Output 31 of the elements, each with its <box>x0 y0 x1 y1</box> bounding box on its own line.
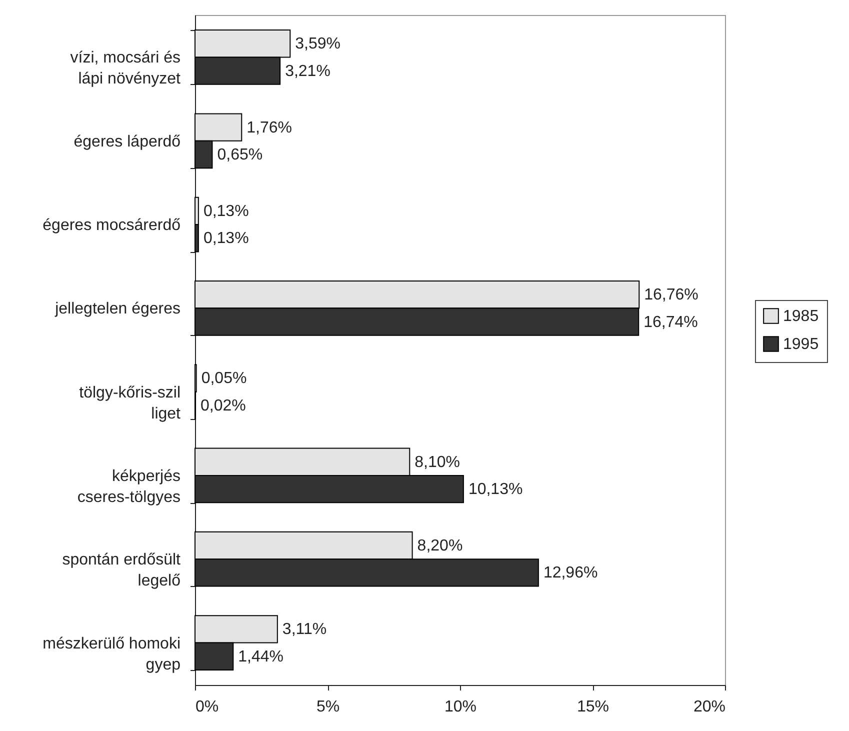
x-tick-label: 5% <box>316 698 340 716</box>
x-tick-label: 10% <box>444 698 477 716</box>
data-label: 16,76% <box>644 286 698 304</box>
data-label: 12,96% <box>543 564 598 582</box>
data-label: 0,65% <box>217 146 263 164</box>
data-label: 8,20% <box>417 538 463 555</box>
data-label: 10,13% <box>468 481 523 498</box>
y-tick-label: mészkerülő homoki gyep <box>42 635 181 674</box>
data-label: 0,13% <box>203 202 249 220</box>
data-label: 1,76% <box>246 119 292 136</box>
x-tick-label: 20% <box>693 698 726 716</box>
data-label: 3,59% <box>295 36 341 53</box>
data-label: 8,10% <box>414 454 460 471</box>
y-tick-label: égeres láperdő <box>74 133 181 150</box>
x-tick-label: 0% <box>196 698 219 716</box>
legend-label: 1995 <box>783 336 819 353</box>
y-tick-label: spontán erdősült legelő <box>62 552 182 590</box>
x-tick-label: 15% <box>576 698 610 716</box>
data-label: 0,13% <box>203 230 249 248</box>
data-label: 0,02% <box>200 397 246 414</box>
y-tick-label: jellegtelen égeres <box>54 300 180 318</box>
data-label: 1,44% <box>238 648 284 666</box>
data-label: 3,11% <box>282 621 327 638</box>
y-tick-label: tölgy-kőris-szil liget <box>79 384 182 422</box>
data-label: 16,74% <box>644 314 698 331</box>
y-tick-label: égeres mocsárerdő <box>42 217 181 234</box>
data-label: 0,05% <box>201 370 247 388</box>
data-label: 3,21% <box>285 62 330 80</box>
y-tick-label: vízi, mocsári és lápi növényzet <box>70 50 182 88</box>
y-tick-label: kékperjés cseres-tölgyes <box>77 468 180 506</box>
legend-label: 1985 <box>783 308 819 325</box>
